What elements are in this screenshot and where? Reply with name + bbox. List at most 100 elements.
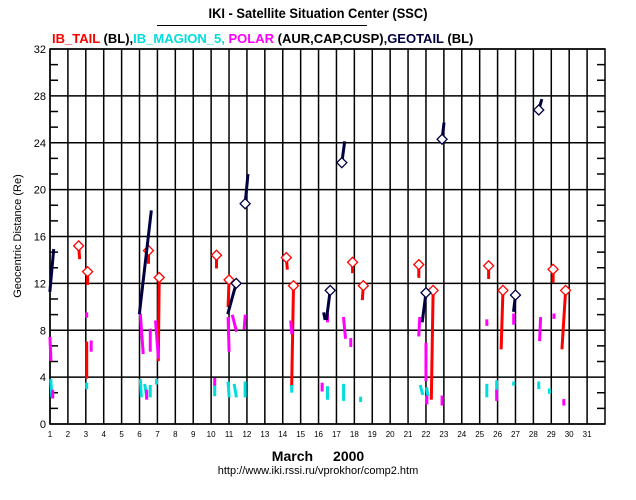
x-tick-label: 22 [422,430,431,439]
diamond-marker [335,156,348,169]
data-segment [226,381,231,398]
x-tick-label: 15 [296,430,305,439]
diamond-marker [81,265,94,278]
x-axis-label: March 2000 [0,448,636,464]
diamond-marker [509,289,522,302]
data-segment [341,316,348,339]
x-tick-label: 12 [242,430,251,439]
data-segment [290,284,296,387]
diamond-marker [324,284,337,297]
title-underline [157,25,367,26]
x-tick-label: 3 [84,430,89,439]
legend-item: POLAR [224,31,275,46]
x-tick-label: 1 [48,430,53,439]
data-segment [425,387,430,397]
diamond-marker [559,284,572,297]
diamond-marker [153,271,166,284]
y-tick-label: 32 [34,44,46,56]
series-ib-tail [72,239,572,400]
y-tick-label: 16 [34,232,46,244]
x-tick-label: 28 [529,430,538,439]
legend: IB_TAIL (BL),IB_MAGION_5, POLAR (AUR,CAP… [52,31,473,46]
diamond-marker [532,104,545,116]
y-tick-label: 0 [40,419,46,431]
x-tick-label: 14 [278,430,287,439]
legend-item: IB_TAIL [52,31,100,46]
x-tick-label: 20 [386,430,395,439]
x-tick-label: 11 [225,430,234,439]
data-segment [230,314,239,333]
month-label: March [271,448,314,464]
source-url: http://www.iki.rssi.ru/vprokhor/comp2.ht… [217,465,419,477]
x-tick-label: 30 [565,430,574,439]
y-tick-label: 12 [34,278,46,290]
x-tick-label: 27 [511,430,520,439]
x-tick-label: 6 [137,430,142,439]
data-segment [418,384,425,396]
data-segment [137,210,153,315]
legend-item: GEOTAIL [387,31,444,46]
diamond-marker [280,251,293,264]
diamond-marker [482,259,495,272]
x-tick-label: 24 [457,430,466,439]
diamond-marker [230,277,243,290]
x-tick-label: 4 [101,430,106,439]
year-label: 2000 [333,448,365,464]
x-tick-label: 31 [583,430,592,439]
diamond-marker [420,286,432,299]
diamond-marker [357,279,370,292]
data-segment [154,320,160,359]
diamond-marker [412,258,425,271]
data-segment [48,336,53,362]
diamond-marker [72,239,85,252]
y-tick-label: 24 [34,138,46,150]
data-segment [138,313,145,355]
x-tick-label: 29 [547,430,556,439]
x-tick-label: 8 [173,430,178,439]
x-tick-label: 7 [155,430,160,439]
y-tick-label: 4 [40,372,46,384]
data-segment [289,320,294,335]
x-tick-label: 5 [119,430,124,439]
diamond-marker [287,279,300,292]
y-tick-label: 8 [40,325,46,337]
series-geotail [48,98,545,323]
data-segment [417,316,422,337]
x-tick-label: 25 [475,430,484,439]
y-tick-label: 28 [34,91,46,103]
series-ib-magion-5 [49,379,551,403]
x-tick-label: 9 [191,430,196,439]
diamond-marker [497,284,509,297]
chart-title: IKI - Satellite Situation Center (SSC) [208,5,428,21]
diamond-marker [346,256,359,269]
diamond-marker [547,263,559,276]
data-segment [242,314,247,330]
diamond-marker [436,133,448,146]
x-tick-label: 18 [350,430,359,439]
x-tick-label: 10 [207,430,216,439]
x-tick-label: 26 [493,430,502,439]
data-segment [429,288,435,400]
x-tick-label: 13 [260,430,269,439]
data-segment [232,383,238,398]
diamond-marker [210,249,223,262]
legend-item: (BL) [443,31,474,46]
data-segment [48,248,56,293]
data-segment [226,316,231,352]
x-tick-label: 23 [439,430,448,439]
plot-frame [49,48,606,425]
data-segment [322,312,327,321]
data-segment [138,379,143,398]
x-tick-label: 16 [314,430,323,439]
x-tick-label: 21 [404,430,413,439]
x-tick-label: 17 [332,430,341,439]
y-tick-label: 20 [34,185,46,197]
data-segment [226,281,239,315]
x-tick-label: 19 [368,430,377,439]
data-segment [538,316,543,342]
legend-item: (AUR,CAP,CUSP), [274,31,388,46]
diamond-marker [239,197,252,210]
legend-item: IB_MAGION_5, [133,31,225,46]
